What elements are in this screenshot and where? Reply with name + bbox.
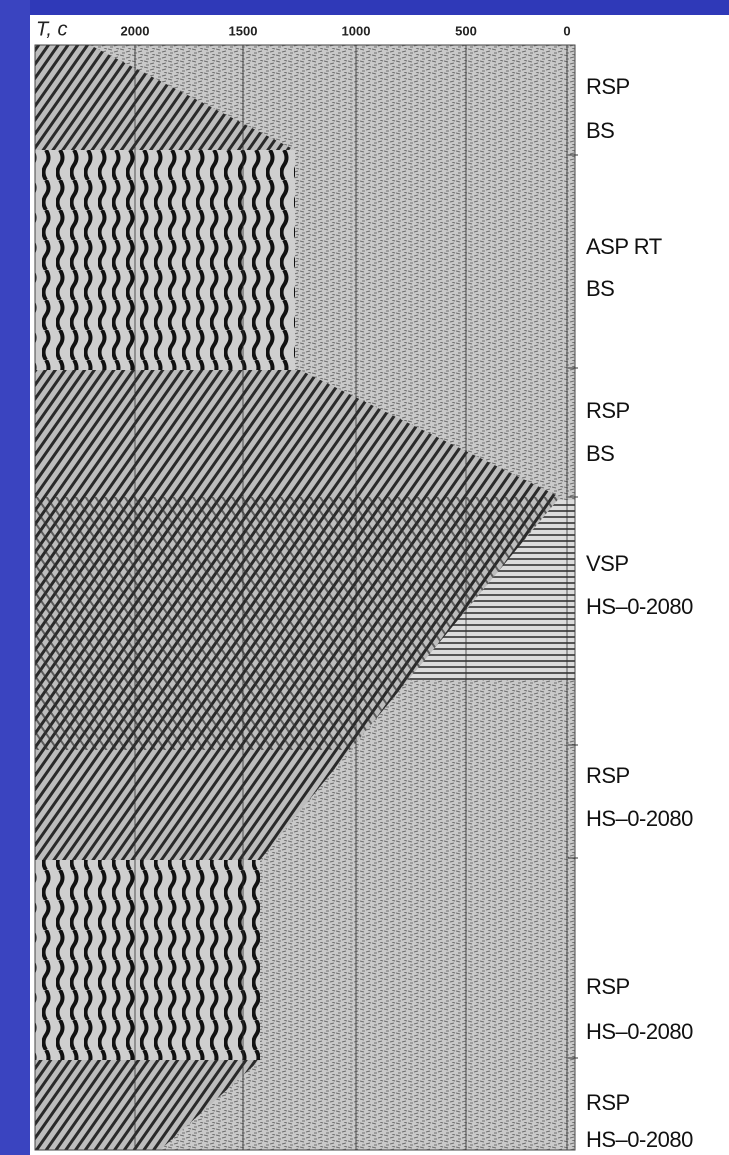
tick-label: 2000: [121, 23, 150, 38]
tick-label: 500: [455, 23, 477, 38]
tick-label: 1000: [342, 23, 371, 38]
section-label: HS–0-2080: [586, 806, 693, 831]
section-label: RSP: [586, 74, 630, 99]
section-label: HS–0-2080: [586, 1127, 693, 1152]
tick-label: 1500: [229, 23, 258, 38]
section-label: BS: [586, 118, 614, 143]
section-label: BS: [586, 441, 614, 466]
section-label: RSP: [586, 398, 630, 423]
section-label: HS–0-2080: [586, 1019, 693, 1044]
texture: [35, 860, 260, 1060]
section-label: BS: [586, 276, 614, 301]
section-label: RSP: [586, 763, 630, 788]
section-label: VSP: [586, 551, 629, 576]
tick-label: 0: [563, 23, 570, 38]
seismic-figure: T, c 2000 1500 1000 500 0 RSP BS ASP RT BS RSP BS V…: [0, 0, 729, 1155]
section-label: ASP RT: [586, 234, 662, 259]
axis-label: T, c: [36, 18, 68, 40]
section-label: HS–0-2080: [586, 594, 693, 619]
slide-top: [0, 0, 729, 15]
slide-left: [0, 0, 30, 1155]
section-label: RSP: [586, 1090, 630, 1115]
section-label: RSP: [586, 974, 630, 999]
